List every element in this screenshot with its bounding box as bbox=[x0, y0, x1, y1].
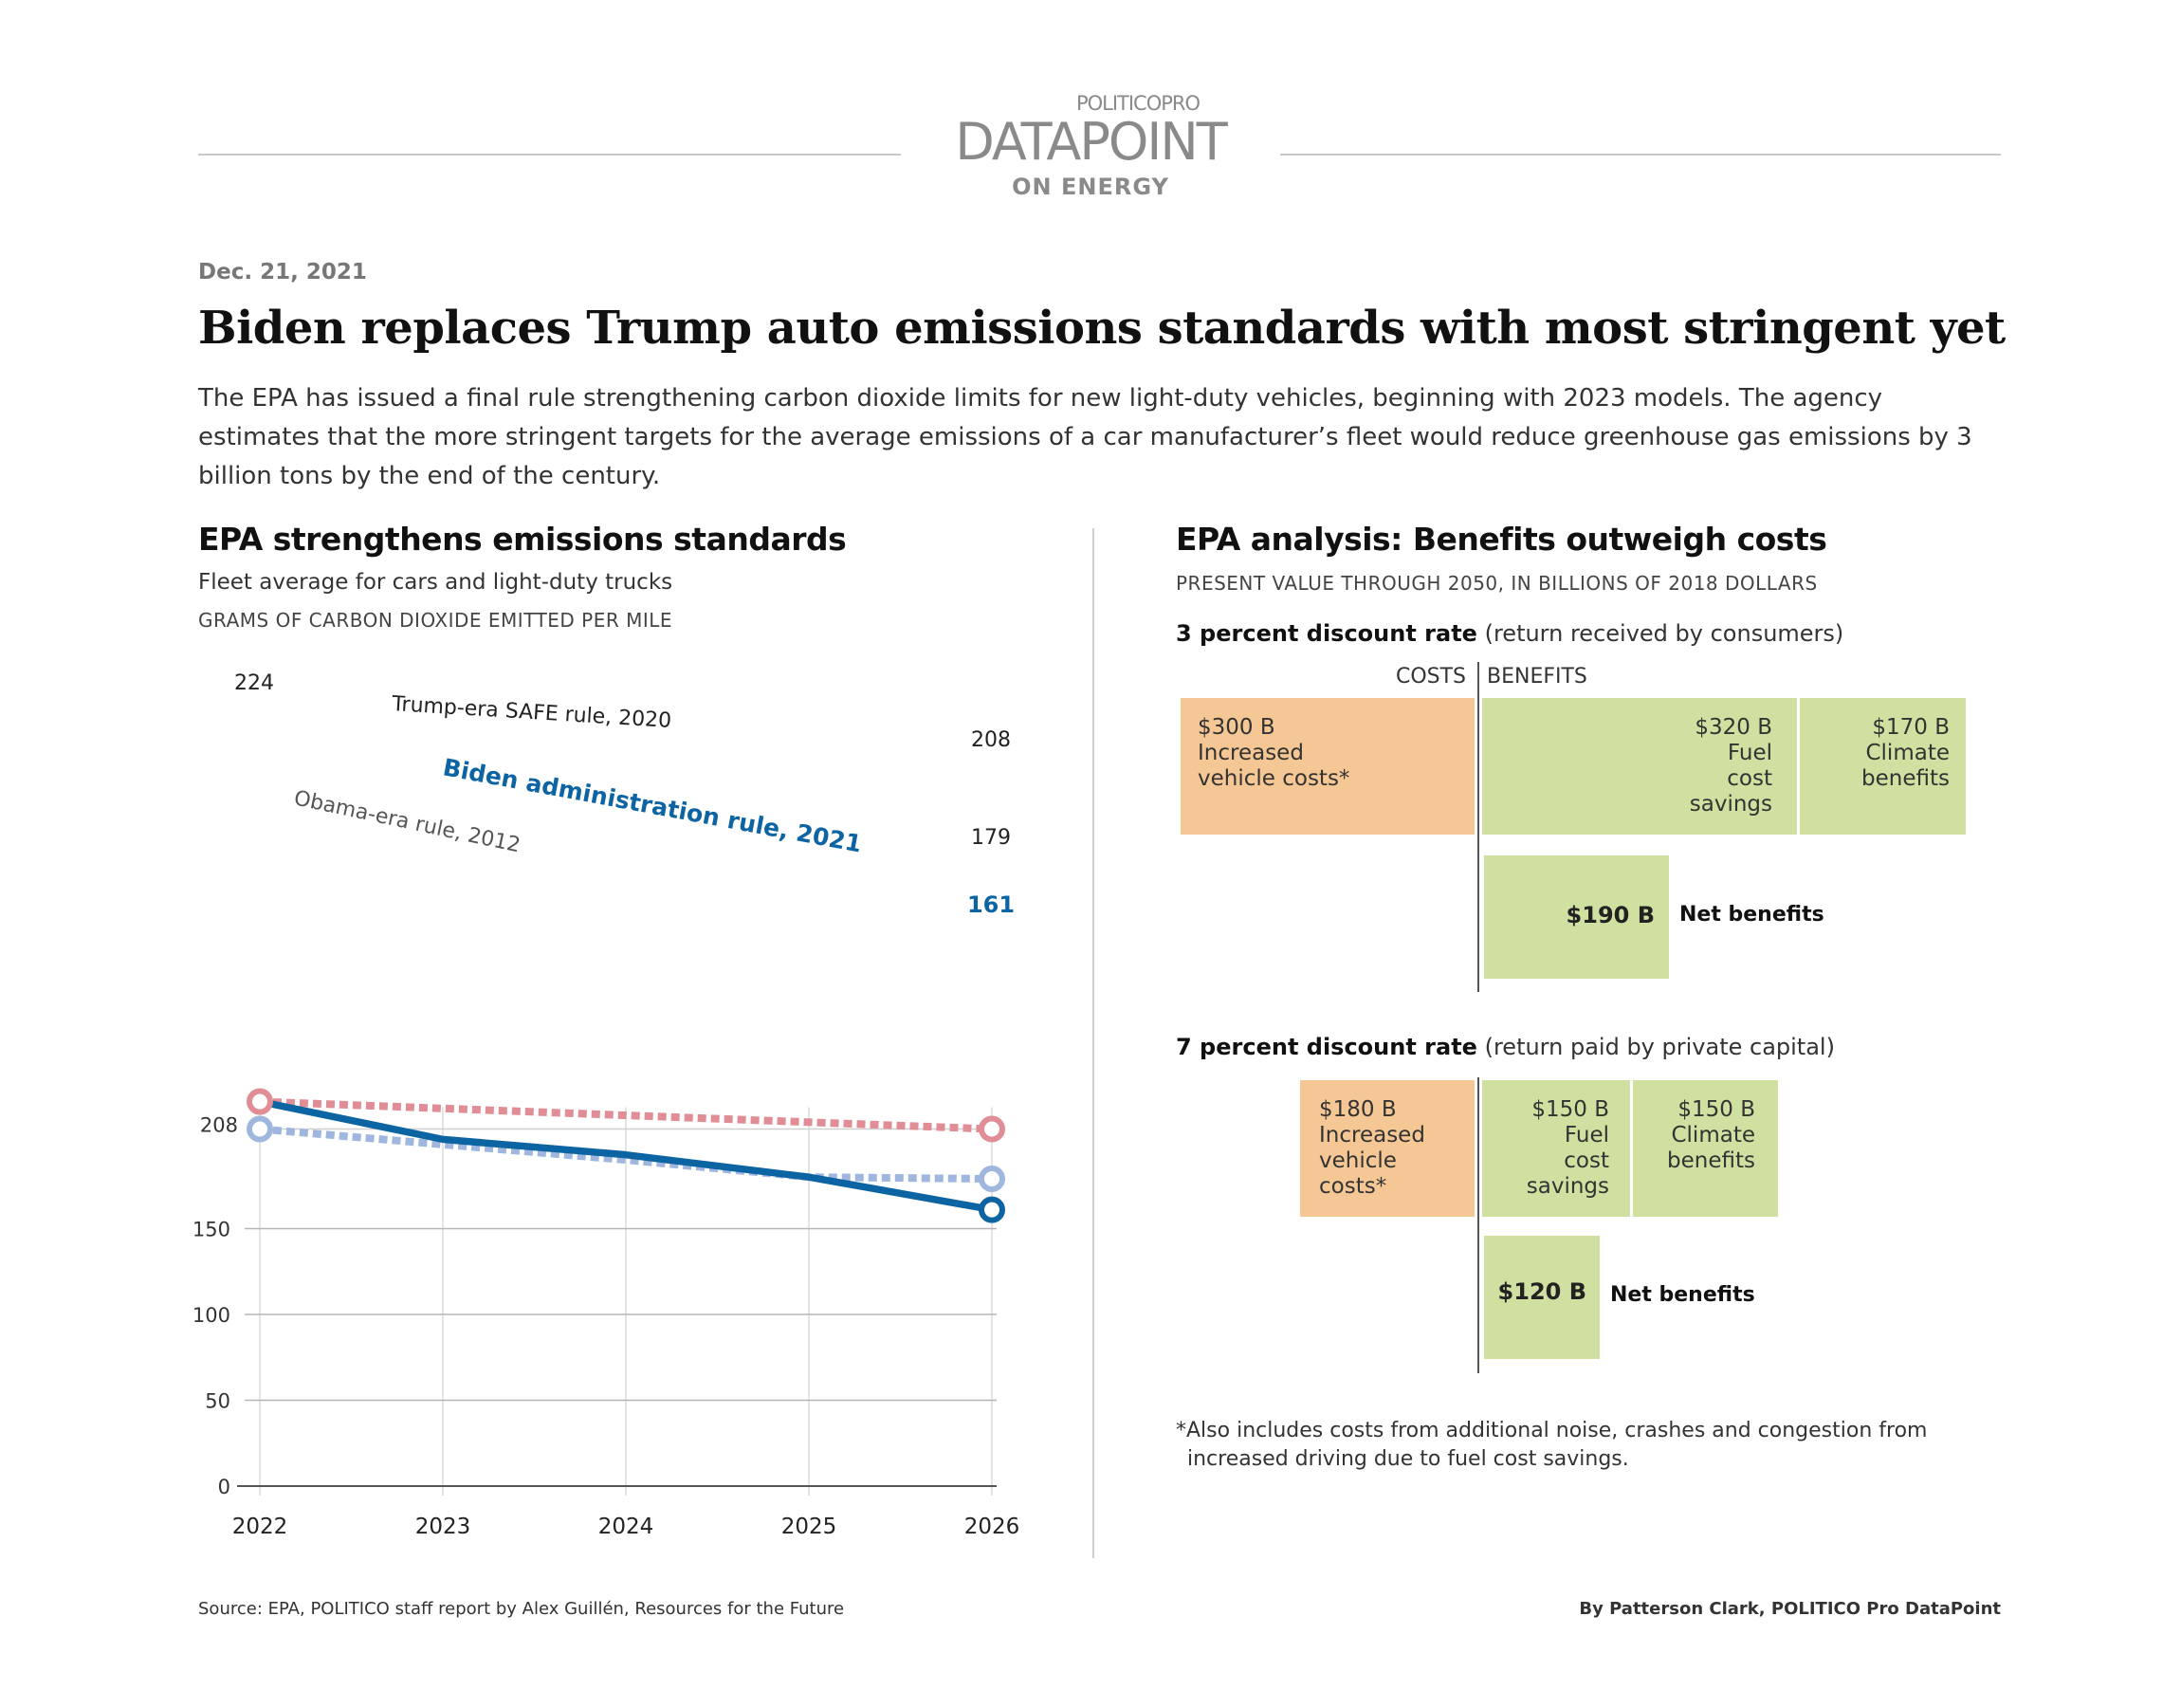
x-tick-label: 2025 bbox=[781, 1515, 837, 1539]
panel3-rate: 3 percent discount rate bbox=[1176, 620, 1477, 647]
obama-marker bbox=[979, 1166, 1005, 1193]
brand-politico-pro: POLITICOPRO bbox=[1075, 92, 1200, 115]
panel3-heading: 3 percent discount rate (return received… bbox=[1176, 620, 1843, 647]
y-tick-label: 50 bbox=[205, 1390, 230, 1413]
panel7-cost-bar: $180 B Increased vehicle costs* bbox=[1300, 1080, 1475, 1217]
column-divider bbox=[1092, 528, 1094, 1558]
trump-series-line bbox=[259, 1097, 993, 1133]
obama-series-line bbox=[259, 1125, 993, 1184]
footnote: *Also includes costs from additional noi… bbox=[1176, 1419, 1928, 1471]
panel3-cost-value: $300 B bbox=[1198, 715, 1275, 740]
x-tick-label: 2026 bbox=[964, 1515, 1020, 1539]
emissions-line-chart: 2022 2023 2024 2025 2026 0 50 100 150 208 Trump-e… bbox=[192, 671, 1019, 1539]
panel3-climate-label: Climate benefits bbox=[1861, 741, 1950, 791]
panel7-fuel-bar: $150 B Fuel cost savings bbox=[1482, 1080, 1630, 1217]
y-tick-label: 208 bbox=[200, 1114, 238, 1137]
trump-end-label: 208 bbox=[971, 728, 1011, 752]
panel7-cost-value: $180 B bbox=[1319, 1097, 1397, 1122]
panel7-climate-bar: $150 B Climate benefits bbox=[1633, 1080, 1778, 1217]
panel3-net-value: $190 B bbox=[1566, 902, 1655, 928]
byline: By Patterson Clark, POLITICO Pro DataPoi… bbox=[1579, 1599, 2001, 1619]
benefits-header: BENEFITS bbox=[1487, 665, 1587, 689]
panel7-climate-label: Climate benefits bbox=[1667, 1123, 1755, 1173]
dek: The EPA has issued a final rule strength… bbox=[198, 384, 1972, 490]
trump-marker bbox=[247, 1088, 273, 1115]
biden-marker bbox=[979, 1196, 1005, 1223]
trump-start-label: 224 bbox=[234, 671, 274, 695]
y-tick-label: 150 bbox=[192, 1219, 230, 1241]
costs-header: COSTS bbox=[1395, 665, 1466, 689]
panel3-net-label: Net benefits bbox=[1679, 903, 1824, 927]
y-tick-label: 100 bbox=[192, 1304, 230, 1327]
obama-end-label: 179 bbox=[971, 826, 1011, 850]
panel3-cost-label: Increased vehicle costs* bbox=[1198, 741, 1350, 791]
panel7-axis bbox=[1477, 1077, 1479, 1373]
panel7-net-label: Net benefits bbox=[1610, 1283, 1755, 1307]
panel3-fuel-label: Fuel cost savings bbox=[1689, 741, 1772, 817]
panel3-climate-value: $170 B bbox=[1872, 715, 1950, 740]
panel3-note: (return received by consumers) bbox=[1484, 620, 1844, 647]
panel7-rate: 7 percent discount rate bbox=[1176, 1034, 1477, 1060]
panel7-note: (return paid by private capital) bbox=[1484, 1034, 1835, 1060]
panel7-climate-value: $150 B bbox=[1677, 1097, 1755, 1122]
obama-marker bbox=[247, 1115, 273, 1143]
right-chart-title: EPA analysis: Benefits outweigh costs bbox=[1176, 521, 1827, 558]
brand-on-energy: ON ENERGY bbox=[1012, 174, 1169, 200]
biden-end-label: 161 bbox=[967, 891, 1015, 918]
right-chart-unit: PRESENT VALUE THROUGH 2050, IN BILLIONS … bbox=[1176, 572, 1818, 595]
panel7-fuel-label: Fuel cost savings bbox=[1526, 1123, 1609, 1199]
y-tick-label: 0 bbox=[218, 1476, 230, 1498]
biden-series-line bbox=[259, 1097, 993, 1214]
panel7-net-bar: $120 B bbox=[1484, 1236, 1600, 1359]
panel7-net-value: $120 B bbox=[1497, 1278, 1586, 1305]
panel3-fuel-value: $320 B bbox=[1695, 715, 1772, 740]
series-label-obama: Obama-era rule, 2012 bbox=[292, 786, 522, 857]
x-tick-label: 2023 bbox=[415, 1515, 471, 1539]
panel3-axis bbox=[1477, 662, 1479, 992]
brand-datapoint: DATAPOINT bbox=[901, 117, 1280, 168]
panel3-cost-bar: $300 B Increased vehicle costs* bbox=[1181, 698, 1475, 835]
headline: Biden replaces Trump auto emissions stan… bbox=[198, 302, 2006, 355]
panel7-cost-label: Increased vehicle costs* bbox=[1319, 1123, 1425, 1199]
panel3-fuel-bar: $320 B Fuel cost savings bbox=[1482, 698, 1797, 835]
x-tick-label: 2022 bbox=[232, 1515, 288, 1539]
left-chart-title: EPA strengthens emissions standards bbox=[198, 521, 847, 558]
panel3-net-bar: $190 B bbox=[1484, 855, 1669, 979]
panel7-fuel-value: $150 B bbox=[1531, 1097, 1609, 1122]
left-chart-subtitle: Fleet average for cars and light-duty tr… bbox=[198, 570, 673, 595]
trump-marker bbox=[979, 1115, 1005, 1143]
left-chart-unit: GRAMS OF CARBON DIOXIDE EMITTED PER MILE bbox=[198, 609, 673, 632]
publish-date: Dec. 21, 2021 bbox=[198, 260, 367, 285]
panel7-heading: 7 percent discount rate (return paid by … bbox=[1176, 1034, 1835, 1060]
x-tick-label: 2024 bbox=[598, 1515, 654, 1539]
series-label-trump: Trump-era SAFE rule, 2020 bbox=[391, 692, 672, 733]
source-note: Source: EPA, POLITICO staff report by Al… bbox=[198, 1599, 845, 1619]
panel3-climate-bar: $170 B Climate benefits bbox=[1800, 698, 1966, 835]
